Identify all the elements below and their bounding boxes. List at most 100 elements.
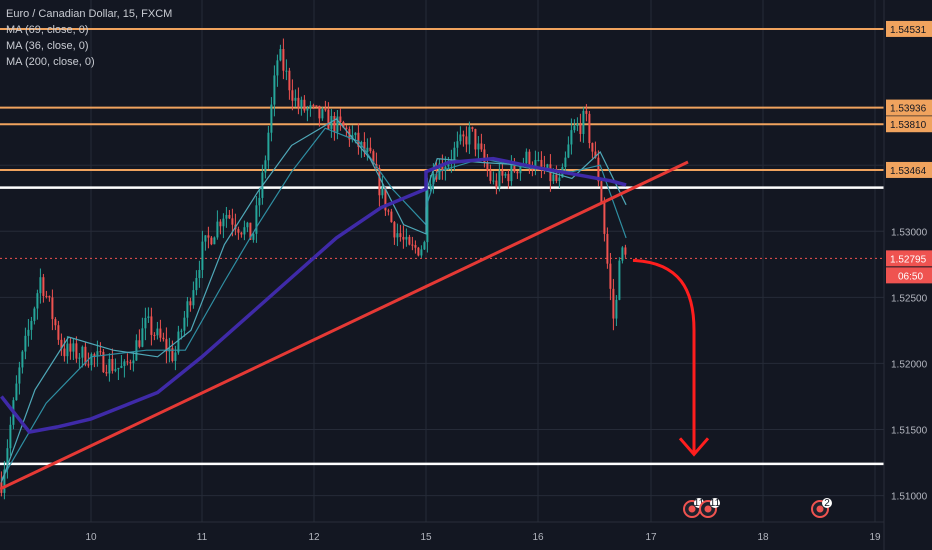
projection-arrow-path[interactable] [632,258,696,455]
drawing-tools[interactable] [0,160,710,491]
legend-ma-69[interactable]: MA (69, close, 0) [6,24,89,36]
candle-body [531,168,534,170]
candle-body [270,104,273,133]
candle-body [312,105,315,107]
candle-body [222,218,225,227]
candle-body [456,141,459,148]
candle-body [519,166,522,174]
event-count-label: 11 [710,498,721,509]
candle-body [324,109,327,111]
candle-body [546,164,549,171]
candle-body [111,359,114,371]
candle-body [78,357,81,359]
candle-body [57,325,60,340]
candle-body [135,340,138,361]
candle-body [180,330,183,332]
countdown-tag [886,267,932,284]
candle-body [81,346,84,358]
x-tick-label: 10 [85,532,97,543]
candle-body [63,348,66,357]
candle-body [516,171,519,174]
projection-arrow-head[interactable] [678,437,710,457]
candle-body [423,242,426,250]
candle-body [495,180,498,188]
candle-body [87,364,90,366]
candle-body [276,60,279,76]
candle-body [225,214,228,219]
ma-69-line [0,127,627,481]
time-axis[interactable]: 10 11 12 15 16 17 18 19 [85,532,881,543]
candle-body [24,335,27,352]
candle-body [27,329,30,336]
candle-body [507,173,510,182]
candle-body [66,343,69,357]
candle-body [378,167,381,196]
legend-ma-200[interactable]: MA (200, close, 0) [6,56,95,68]
candle-body [138,340,141,347]
candle-body [315,105,318,107]
candle-body [609,263,612,289]
candle-body [408,236,411,245]
candle-body [243,227,246,235]
price-axis[interactable]: 1.510001.515001.520001.525001.530001.535… [886,20,932,503]
candle-body [606,233,609,264]
candle-body [489,170,492,181]
candle-body [3,469,6,493]
candle-body [156,328,159,336]
candle-body [384,187,387,211]
candle-body [51,297,54,320]
candle-body [309,105,312,109]
event-markers[interactable]: 11 11 2 [683,498,832,518]
y-tick-label: 1.52000 [891,359,928,370]
candle-body [267,132,270,161]
candle-body [501,170,504,176]
event-count-badge [822,498,832,508]
candle-body [114,369,117,371]
candle-body [357,132,360,147]
candle-body [498,170,501,188]
candle-body [480,143,483,150]
candle-body [405,236,408,240]
ascending-trendline[interactable] [0,160,689,491]
legend-symbol[interactable]: Euro / Canadian Dollar, 15, FXCM [6,8,173,20]
candle-body [144,317,147,329]
candle-body [105,372,108,374]
candle-body [474,128,477,150]
candle-body [603,202,606,234]
candle-body [447,162,450,167]
candle-body [99,351,102,353]
candle-body [471,127,474,129]
candle-body [291,90,294,101]
candle-body [396,233,399,238]
candle-body [486,162,489,171]
candle-body [573,125,576,131]
candle-body [552,174,555,182]
economic-event-marker[interactable]: 2 [811,498,832,518]
candle-body [93,354,96,357]
candle-body [366,147,369,152]
candle-body [147,316,150,318]
candle-body [300,99,303,108]
candle-body [198,269,201,279]
x-tick-label: 18 [757,532,769,543]
candle-body [576,124,579,126]
candle-body [216,221,219,238]
candle-body [555,174,558,182]
x-tick-label: 15 [420,532,432,543]
candle-body [417,247,420,256]
legend-ma-36[interactable]: MA (36, close, 0) [6,40,89,52]
candle-body [594,151,597,158]
candle-body [615,299,618,319]
economic-event-marker[interactable]: 11 [699,498,721,518]
candle-body [411,244,414,246]
candle-body [120,365,123,368]
candle-body [18,367,21,384]
candle-body [564,157,567,168]
candle-body [429,184,432,188]
candle-body [15,383,18,401]
candle-body [183,317,186,331]
candle-body [45,295,48,297]
candle-body [9,424,12,449]
